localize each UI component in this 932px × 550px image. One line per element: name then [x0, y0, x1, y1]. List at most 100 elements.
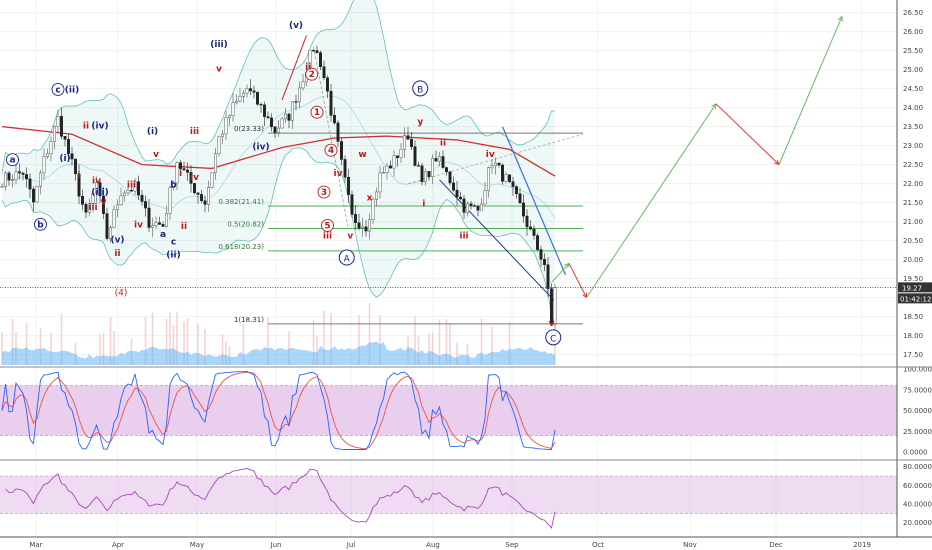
candle-body	[63, 136, 67, 140]
candle-body	[252, 90, 256, 93]
candle-body	[553, 287, 557, 324]
wave-label: iv	[190, 173, 199, 183]
wave-label: ii	[305, 63, 311, 73]
wave-label: iv	[134, 220, 143, 230]
candle-body	[322, 66, 326, 79]
forecast-path[interactable]	[551, 16, 843, 299]
wave-label: ii	[440, 139, 446, 149]
candle-body	[67, 139, 70, 154]
wave-label: w	[358, 150, 366, 160]
candle-body	[301, 81, 305, 89]
wave-label: a	[9, 156, 15, 166]
candle-body	[480, 203, 483, 211]
wave-label: (iii)	[91, 188, 108, 198]
candle-body	[329, 90, 333, 116]
candle-body	[294, 101, 298, 103]
wave-label: iv	[92, 177, 101, 187]
x-tick-label: Nov	[683, 541, 697, 549]
wave-label: (v)	[110, 236, 124, 246]
channel-upper-line	[501, 126, 567, 276]
rsi-tick-label: 60.0000	[903, 482, 932, 490]
candle-body	[7, 172, 11, 181]
y-tick-label: 22.00	[903, 180, 923, 188]
wave-label: (i)	[59, 154, 70, 164]
x-tick-label: May	[190, 541, 204, 549]
wave-label-circle	[338, 249, 355, 266]
wave-label: iii	[190, 127, 199, 137]
candle-body	[385, 165, 389, 173]
candle-body	[154, 222, 158, 226]
x-tick-label: Oct	[592, 541, 604, 549]
countdown-tag	[898, 293, 932, 304]
wave-label-circle	[317, 185, 331, 199]
wave-label: i	[422, 199, 425, 209]
wave-label: (v)	[289, 21, 303, 31]
y-tick-label: 18.00	[903, 332, 923, 340]
y-tick-label: 19.50	[903, 275, 923, 283]
candle-body	[291, 101, 294, 121]
wave-label: (iii)	[210, 40, 227, 50]
candle-body	[140, 194, 144, 202]
y-tick-label: 21.50	[903, 199, 923, 207]
fib-anchor-line	[313, 46, 349, 230]
wave-label: x	[367, 194, 373, 204]
candle-body	[396, 155, 399, 158]
rsi-tick-label: 40.0000	[903, 501, 932, 509]
candle-body	[364, 226, 368, 232]
y-tick-label: 24.50	[903, 85, 923, 93]
candle-body	[175, 162, 179, 184]
moving-average	[1, 125, 556, 177]
candle-body	[193, 183, 196, 194]
candle-body	[469, 203, 473, 206]
candle-body	[242, 92, 245, 97]
wave-label: v	[347, 232, 353, 242]
candle-body	[217, 136, 221, 154]
candle-body	[123, 192, 126, 197]
candle-body	[137, 181, 140, 196]
candle-body	[497, 162, 501, 166]
candle-body	[494, 162, 497, 166]
wave-labels: abc (ii)(i)ii (iv)iiv(iii)iiiv(v)iiiiiiv(i…	[6, 21, 562, 346]
wave-label: iv	[334, 169, 343, 179]
wave-label-circle	[305, 67, 319, 81]
candle-body	[210, 172, 214, 188]
candle-body	[389, 165, 392, 169]
candle-body	[273, 126, 277, 133]
candle-body	[4, 172, 7, 187]
wave-label-circle	[51, 82, 65, 96]
candle-body	[84, 204, 88, 213]
fib-level-label: 0.5(20.82)	[227, 220, 264, 228]
candle-body	[277, 127, 280, 133]
candle-body	[546, 264, 550, 289]
candle-body	[473, 205, 476, 207]
candle-body	[39, 172, 42, 187]
y-tick-label: 20.00	[903, 256, 923, 264]
candle-body	[543, 259, 546, 265]
candle-body	[133, 181, 137, 192]
stoch-tick-label: 50.0000	[903, 407, 932, 415]
x-tick-label: Mar	[29, 541, 42, 549]
y-tick-label: 26.50	[903, 9, 923, 17]
wave-label: i	[77, 171, 80, 181]
y-tick-label: 25.00	[903, 66, 923, 74]
last-price-tag	[898, 282, 932, 293]
wave-label: iii	[127, 180, 136, 190]
bollinger-line	[1, 0, 556, 173]
wave-label: iii	[88, 203, 97, 213]
candle-body	[382, 172, 385, 174]
candle-body	[186, 169, 189, 173]
stoch-band	[0, 385, 897, 436]
wave-label: (ii)	[65, 85, 79, 95]
y-tick-label: 26.00	[903, 28, 923, 36]
candle-body	[0, 186, 4, 188]
wave-label-circle	[412, 80, 429, 97]
wave-label: v	[216, 65, 222, 75]
candle-body	[508, 174, 511, 182]
wave-label: 3	[321, 188, 327, 198]
stoch-tick-label: 25.0000	[903, 428, 932, 436]
y-tick-label: 23.50	[903, 123, 923, 131]
candle-body	[98, 182, 102, 197]
candle-body	[357, 222, 361, 229]
